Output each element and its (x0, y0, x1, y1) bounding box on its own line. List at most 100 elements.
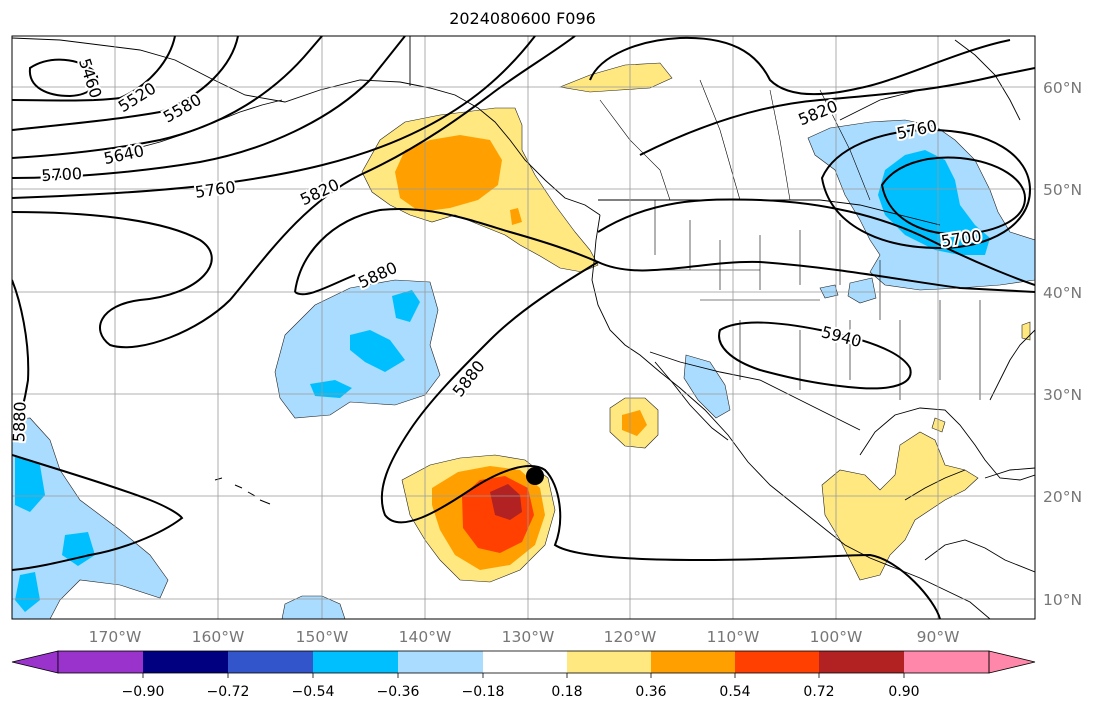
lon-tick-label: 140°W (399, 628, 452, 646)
anomaly-pos-east-coast (1021, 321, 1031, 341)
colorbar-swatch (651, 651, 735, 673)
colorbar-swatch (313, 651, 398, 673)
contour-5760-east (639, 67, 1035, 156)
parallel-lines (12, 86, 1035, 600)
colorbar-tick-label: −0.54 (292, 684, 335, 700)
colorbar-tick-label: 0.18 (551, 684, 582, 700)
coastline-central-america (924, 539, 1035, 573)
lon-tick-label: 160°W (192, 628, 245, 646)
anomaly-neg-plains (819, 277, 877, 304)
contour-label: 5700 (41, 164, 83, 185)
lat-tick-label: 20°N (1043, 488, 1082, 506)
colorbar-tick-label: 0.90 (888, 684, 919, 700)
anomaly-pos-offshore-mexico-core (622, 410, 647, 436)
contour-5580 (12, 36, 239, 131)
map-frame (11, 35, 1036, 620)
colorbar-tick-label: 0.36 (635, 684, 666, 700)
contour-5820-ne (589, 36, 1011, 96)
anomaly-neg-west-pacific-core (15, 455, 95, 612)
contour-5880-ne (294, 274, 356, 296)
contour-5940 (718, 321, 912, 390)
coastline-hudson (839, 89, 921, 121)
colorbar-swatch (228, 651, 313, 673)
anomaly-neg-west-pacific (12, 417, 169, 619)
province-lines (599, 79, 871, 201)
coastline-baja (654, 361, 729, 441)
colorbar-swatch (567, 651, 651, 673)
contour-5820-west (12, 36, 576, 349)
coastline-yucatan (904, 469, 966, 501)
anomaly-pos-gulf-mexico (821, 431, 979, 581)
contour-5880-west (12, 454, 184, 571)
contour-5460 (28, 58, 99, 98)
contour-5760-low (820, 128, 1032, 250)
contour-5760 (12, 36, 536, 199)
anomaly-pos-gulf-alaska-core (395, 135, 522, 225)
hawaii-islands (214, 477, 271, 505)
positive-anomaly-shading (361, 62, 1031, 583)
colorbar-frame (57, 650, 990, 674)
coastline-gulf (859, 407, 1035, 481)
lon-tick-label: 150°W (296, 628, 349, 646)
latitude-axis: 60°N 50°N 40°N 30°N 20°N 10°N (1043, 79, 1082, 609)
lon-tick-label: 110°W (707, 628, 760, 646)
colorbar-swatch (735, 651, 819, 673)
lat-tick-label: 50°N (1043, 181, 1082, 199)
lon-tick-label: 90°W (917, 628, 960, 646)
colorbar-swatch (819, 651, 904, 673)
colorbar-swatch (58, 651, 143, 673)
anomaly-neg-pacific-center-core (310, 290, 420, 398)
anomaly-pos-canada-north (558, 62, 673, 93)
border-us-mexico (649, 351, 861, 431)
lat-tick-label: 60°N (1043, 79, 1082, 97)
longitude-axis: 170°W 160°W 150°W 140°W 130°W 120°W 110°… (89, 628, 960, 646)
colorbar-extend-low (11, 650, 59, 674)
map-panel: 5460 5520 5580 5640 5700 5760 5820 5880 … (9, 36, 1035, 619)
contour-5880-southwest (12, 279, 30, 441)
colorbar: −0.90 −0.72 −0.54 −0.36 −0.18 0.18 0.36 … (11, 650, 1036, 700)
colorbar-tick-label: −0.36 (377, 684, 420, 700)
coastline-alaska (12, 37, 601, 216)
coastline-cuba (984, 467, 1035, 479)
coastline-florida (989, 329, 1035, 401)
colorbar-ticks (142, 673, 905, 678)
meridian-lines (114, 36, 939, 619)
map-title: 2024080600 F096 (449, 9, 596, 28)
colorbar-tick-label: −0.90 (122, 684, 165, 700)
colorbar-tick-label: 0.54 (719, 684, 750, 700)
colorbar-swatch (483, 651, 567, 673)
contour-5700 (12, 36, 406, 179)
lat-tick-label: 40°N (1043, 284, 1082, 302)
contour-5820-east (597, 198, 1035, 286)
coastlines-borders (12, 36, 1035, 619)
colorbar-swatch (398, 651, 483, 673)
colorbar-tick-label: 0.72 (803, 684, 834, 700)
contour-5520 (12, 36, 176, 102)
height-contours (12, 36, 1035, 619)
anomaly-pos-gulf-mexico-east (931, 417, 946, 433)
contour-5640 (12, 36, 323, 159)
colorbar-tick-label: −0.72 (207, 684, 250, 700)
colorbar-swatch (904, 651, 989, 673)
colorbar-swatch (143, 651, 228, 673)
anomaly-neg-baja (683, 354, 731, 419)
lon-tick-label: 120°W (604, 628, 657, 646)
coastline-labrador (954, 39, 1021, 121)
colorbar-tick-label: −0.18 (462, 684, 505, 700)
contour-5700-low (880, 156, 1027, 236)
anomaly-pos-tropical-storm-core (490, 484, 522, 520)
lat-tick-label: 30°N (1043, 386, 1082, 404)
lon-tick-label: 170°W (89, 628, 142, 646)
negative-anomaly-shading (12, 119, 1035, 619)
contour-label: 5880 (9, 401, 29, 442)
colorbar-extend-high (988, 650, 1036, 674)
contour-5880-north (294, 208, 1035, 293)
storm-center-marker (526, 467, 544, 485)
contour-5880-south (380, 261, 941, 619)
lat-tick-label: 10°N (1043, 591, 1082, 609)
lon-tick-label: 100°W (810, 628, 863, 646)
anomaly-neg-pacific-south (281, 595, 346, 619)
gridlines (12, 36, 1035, 619)
lon-tick-label: 130°W (502, 628, 555, 646)
